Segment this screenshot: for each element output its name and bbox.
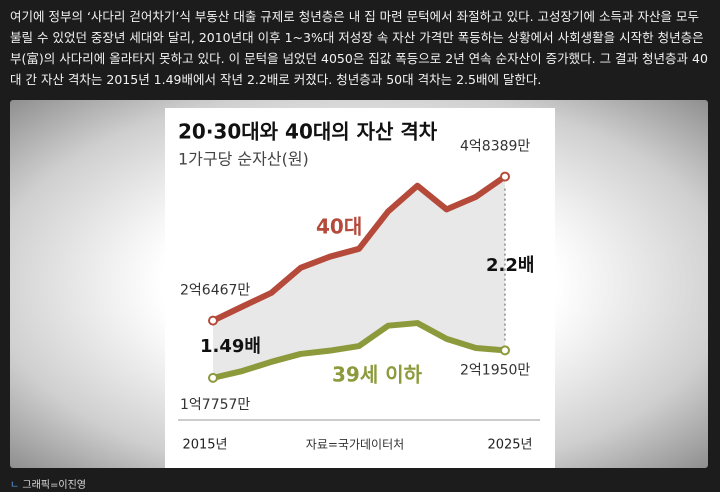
series-label: 39세 이하 xyxy=(332,363,423,387)
series-line xyxy=(212,320,506,381)
value-label: 2억6467만 xyxy=(180,283,250,299)
chart-title: 20·30대와 40대의 자산 격차 xyxy=(178,120,438,144)
source: 자료=국가데이터처 xyxy=(306,438,404,452)
annotation: 1.49배 xyxy=(200,336,261,357)
credit: ㄴ 그래픽=이진영 xyxy=(10,480,86,491)
x-tick-label: 2025년 xyxy=(487,438,532,453)
value-label: 1억7757만 xyxy=(180,397,250,413)
series-line xyxy=(211,174,507,324)
series-label: 40대 xyxy=(316,215,362,239)
point xyxy=(500,345,510,356)
annotation: 2.2배 xyxy=(486,255,534,276)
article-paragraph: 여기에 정부의 ‘사다리 걷어차기’식 부동산 대출 규제로 청년층은 내 집 … xyxy=(10,9,708,87)
point xyxy=(208,315,218,326)
value-label: 2억1950만 xyxy=(460,362,530,378)
point xyxy=(208,372,218,383)
point xyxy=(500,171,510,182)
x-tick-label: 2015년 xyxy=(182,438,227,453)
value-label: 4억8389만 xyxy=(460,139,530,155)
credit-text: 그래픽=이진영 xyxy=(22,480,86,491)
chart-subtitle: 1가구당 순자산(원) xyxy=(178,150,309,169)
